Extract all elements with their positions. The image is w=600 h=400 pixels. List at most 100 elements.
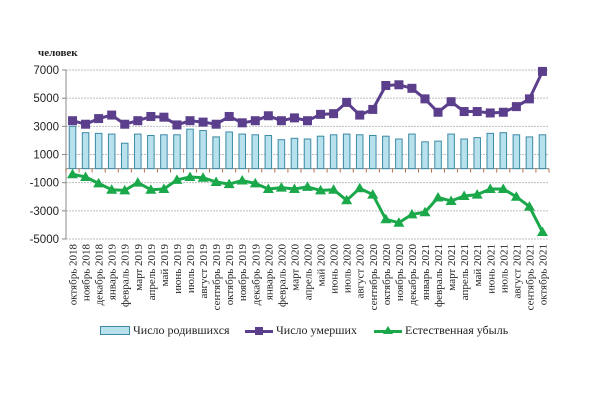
point-deaths bbox=[68, 116, 78, 126]
point-deaths bbox=[329, 109, 339, 119]
point-deaths bbox=[198, 117, 208, 127]
point-deaths bbox=[172, 120, 182, 130]
point-deaths bbox=[120, 119, 130, 129]
x-tick-label: апрель 2019 bbox=[146, 244, 158, 301]
x-tick-label: ноябрь 2018 bbox=[81, 244, 93, 302]
point-deaths bbox=[146, 111, 156, 121]
point-natural-decrease bbox=[145, 184, 157, 194]
point-natural-decrease bbox=[288, 183, 300, 194]
bar-births bbox=[355, 134, 364, 170]
legend-label: Естественная убыль bbox=[405, 323, 509, 337]
point-natural-decrease bbox=[393, 217, 405, 227]
x-tick-label: ноябрь 2019 bbox=[237, 244, 249, 302]
x-tick-label: август 2019 bbox=[198, 244, 210, 299]
point-deaths bbox=[433, 107, 443, 117]
x-tick-label: декабрь 2020 bbox=[407, 244, 419, 306]
point-deaths bbox=[537, 66, 547, 76]
point-natural-decrease bbox=[315, 184, 327, 195]
point-natural-decrease bbox=[341, 194, 353, 205]
x-tick-label: февраль 2021 bbox=[433, 244, 445, 307]
point-deaths bbox=[472, 107, 482, 117]
point-natural-decrease bbox=[106, 184, 118, 194]
x-tick-label: июль 2019 bbox=[185, 244, 197, 294]
bar-births bbox=[212, 136, 220, 170]
point-deaths bbox=[94, 114, 104, 124]
x-tick-label: март 2019 bbox=[133, 244, 145, 291]
point-natural-decrease bbox=[80, 171, 92, 182]
y-tick-label: -3000 bbox=[30, 206, 59, 218]
x-tick-label: декабрь 2018 bbox=[94, 244, 106, 306]
y-tick-label: -1000 bbox=[30, 178, 59, 190]
bar-births bbox=[434, 140, 442, 170]
bar-births bbox=[81, 132, 90, 170]
bar-births bbox=[290, 137, 299, 170]
point-natural-decrease bbox=[249, 177, 261, 188]
point-natural-decrease bbox=[419, 206, 431, 217]
x-tick-label: август 2020 bbox=[355, 244, 367, 299]
point-deaths bbox=[224, 111, 234, 121]
bar-births bbox=[499, 132, 508, 170]
point-deaths bbox=[446, 97, 456, 107]
legend-triangle-marker-icon bbox=[374, 324, 402, 338]
bar-births bbox=[473, 137, 481, 170]
x-tick-label: февраль 2019 bbox=[120, 244, 132, 307]
x-tick-label: апрель 2021 bbox=[459, 244, 471, 300]
point-deaths bbox=[185, 116, 195, 126]
x-tick-label: июнь 2019 bbox=[172, 244, 184, 294]
point-deaths bbox=[159, 112, 169, 122]
point-natural-decrease bbox=[158, 183, 170, 194]
bar-births bbox=[369, 134, 377, 170]
x-tick-label: сентябрь 2020 bbox=[368, 244, 380, 311]
point-natural-decrease bbox=[367, 189, 379, 199]
point-deaths bbox=[485, 108, 495, 118]
x-tick-label: январь 2020 bbox=[263, 244, 275, 301]
x-tick-label: сентябрь 2021 bbox=[524, 244, 536, 310]
bar-births bbox=[382, 135, 390, 170]
point-deaths bbox=[133, 116, 143, 126]
point-deaths bbox=[107, 110, 117, 120]
point-natural-decrease bbox=[262, 183, 274, 194]
legend-label: Число родившихся bbox=[133, 323, 230, 337]
legend-label: Число умерших bbox=[276, 323, 357, 337]
point-deaths bbox=[407, 83, 417, 93]
point-natural-decrease bbox=[536, 226, 548, 236]
point-natural-decrease bbox=[432, 191, 444, 202]
bar-births bbox=[486, 132, 495, 170]
point-natural-decrease bbox=[406, 208, 418, 219]
x-tick-label: май 2021 bbox=[472, 244, 484, 286]
bar-births bbox=[460, 138, 468, 170]
y-tick-label: 7000 bbox=[33, 65, 59, 77]
point-deaths bbox=[394, 80, 404, 90]
legend: Число родившихся Число умерших Естествен… bbox=[0, 320, 600, 342]
x-tick-label: август 2021 bbox=[511, 244, 523, 299]
bar-births bbox=[186, 128, 194, 170]
y-tick-label: 1000 bbox=[33, 150, 59, 162]
point-deaths bbox=[211, 119, 221, 129]
y-unit-label: человек bbox=[38, 47, 78, 59]
x-tick-label: май 2020 bbox=[316, 244, 328, 287]
bar-births bbox=[395, 138, 403, 170]
point-deaths bbox=[511, 102, 521, 112]
point-deaths bbox=[289, 113, 299, 123]
point-deaths bbox=[459, 107, 469, 117]
legend-bar-swatch-icon bbox=[100, 326, 130, 335]
legend-item-deaths: Число умерших bbox=[245, 323, 357, 338]
point-natural-decrease bbox=[445, 195, 457, 205]
bar-births bbox=[160, 134, 168, 170]
x-tick-label: июнь 2021 bbox=[485, 244, 497, 294]
point-natural-decrease bbox=[275, 182, 287, 192]
point-natural-decrease bbox=[484, 183, 496, 194]
point-natural-decrease bbox=[197, 172, 209, 182]
point-natural-decrease bbox=[93, 177, 105, 188]
x-tick-label: март 2021 bbox=[446, 244, 458, 291]
x-tick-label: июль 2020 bbox=[342, 244, 354, 294]
x-tick-label: январь 2021 bbox=[420, 244, 432, 300]
bar-births bbox=[538, 134, 547, 170]
bar-births bbox=[303, 138, 312, 170]
point-natural-decrease bbox=[380, 213, 392, 224]
x-tick-label: октябрь 2018 bbox=[68, 244, 80, 306]
x-tick-label: январь 2019 bbox=[107, 244, 119, 301]
point-natural-decrease bbox=[236, 175, 248, 185]
x-tick-label: март 2020 bbox=[289, 244, 301, 291]
